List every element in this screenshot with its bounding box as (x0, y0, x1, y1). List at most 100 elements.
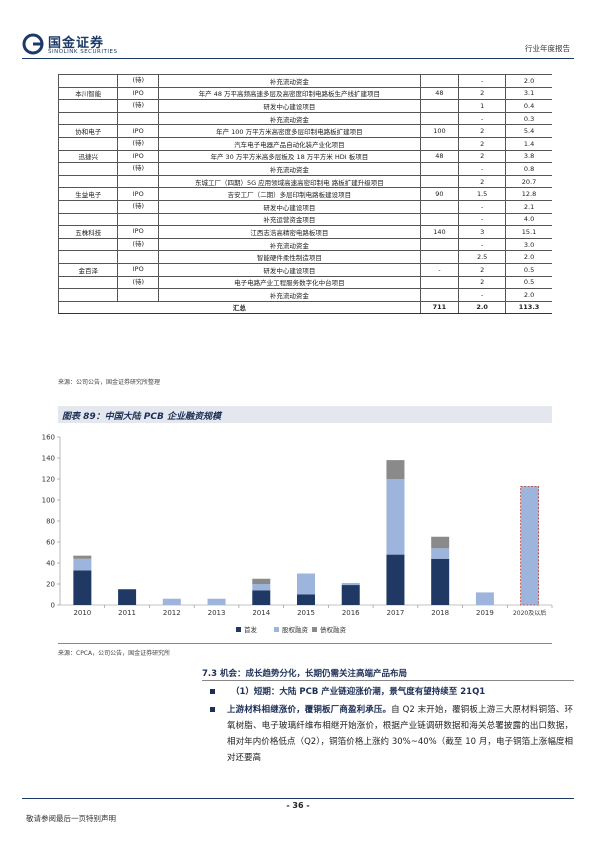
legend-swatch (274, 627, 279, 632)
cell-project: 研发中心建设项目 (158, 99, 421, 113)
cell-y2: 2.0 (505, 74, 552, 88)
bar-股权融资-2015 (297, 573, 315, 595)
total-label: 汇总 (58, 300, 421, 315)
x-tick-label: 2011 (118, 609, 136, 617)
cell-project: 智能硬件柔性制造项目 (158, 250, 421, 264)
cell-project: 补充流动资金 (158, 162, 421, 176)
cell-company: 迅捷兴 (57, 149, 119, 164)
cell-type: IPO (117, 149, 160, 164)
cell-total (419, 275, 460, 290)
cell-project: 年产 100 万平方米高密度多层印制电路板扩建项目 (158, 124, 421, 138)
cell-type: IPO (117, 86, 160, 101)
cell-y1: 2.5 (458, 250, 507, 264)
y-tick-label: 160 (42, 434, 55, 442)
cell-y2: 4.0 (505, 212, 552, 227)
cell-total: 48 (419, 86, 460, 101)
legend-label: 债权融资 (320, 625, 347, 634)
cell-total (419, 250, 460, 264)
table-row: (待) 补充流动资金 -2.0 (57, 74, 552, 88)
cell-total: 48 (419, 149, 460, 164)
cell-y1: - (458, 74, 507, 88)
cell-y2: 0.3 (505, 111, 552, 126)
bar-股权融资-2014 (252, 584, 271, 591)
cell-project: 电子电路产业工程服务数字化中台项目 (158, 275, 421, 290)
x-tick-label: 2019 (476, 609, 494, 617)
cell-project: 补充运营资金项目 (158, 212, 421, 227)
cell-y2: 2.0 (505, 288, 552, 302)
cell-company: 本川智能 (57, 86, 119, 101)
cell-project: 汽车电子电器产品自动化装产业化项目 (158, 136, 421, 151)
cell-y2: 0.4 (505, 99, 552, 113)
bar-首发-2016 (341, 585, 360, 605)
cell-company (57, 212, 119, 227)
sinolink-logo-icon (22, 33, 44, 55)
cell-total (419, 162, 460, 176)
x-tick-label: 2020及以后 (513, 609, 546, 617)
cell-type: (待) (117, 74, 160, 88)
cell-type: (待) (117, 162, 160, 176)
y-tick-label: 40 (46, 560, 55, 568)
bar-股权融资-2012 (162, 598, 181, 605)
bullet-square-icon (210, 689, 215, 694)
cell-y2: 5.4 (505, 124, 552, 138)
bar-首发-2014 (252, 590, 271, 605)
cell-y2: 0.8 (505, 162, 552, 176)
y-tick-label: 120 (42, 476, 55, 484)
header-divider (22, 58, 574, 59)
cell-total (419, 212, 460, 227)
cell-total (419, 199, 460, 214)
cell-y2: 0.5 (505, 262, 552, 277)
page-number: - 36 - (286, 801, 310, 810)
cell-y1: - (458, 111, 507, 126)
cell-type: IPO (117, 187, 160, 201)
table-row: (待) 电子电路产业工程服务数字化中台项目 2 0.5 (57, 275, 552, 290)
cell-y2: 3.1 (505, 86, 552, 101)
y-tick-label: 20 (46, 581, 55, 589)
cell-total: 140 (419, 225, 460, 239)
paragraph-lead: 上游材料相继涨价，覆铜板厂商盈利承压。 (227, 705, 392, 715)
cell-company (57, 74, 119, 88)
footer-divider (22, 798, 574, 799)
cell-company (57, 250, 119, 264)
bar-首发-2017 (386, 554, 405, 605)
table-row: (待) 补充流动资金 -0.8 (57, 162, 552, 176)
cell-y1: 1 (458, 99, 507, 113)
table-row: 金百泽 IPO 研发中心建设项目 -2 0.5 (57, 262, 552, 277)
table-row: 智能硬件柔性制造项目 2.5 2.0 (57, 250, 552, 264)
x-tick-label: 2014 (252, 609, 270, 617)
bar-股权融资-2018 (431, 548, 450, 559)
x-tick-label: 2015 (297, 609, 315, 617)
cell-type: IPO (117, 124, 160, 138)
table-row: (待) 汽车电子电器产品自动化装产业化项目 2 1.4 (57, 136, 552, 151)
figure-title-bar (58, 406, 552, 423)
figure-divider (58, 643, 552, 644)
cell-y1: 2 (458, 149, 507, 164)
cell-y1: 3 (458, 225, 507, 239)
table-row: 生益电子 IPO 吉安工厂（二期）多层印制电路板建设项目 90 1.5 12.8 (57, 187, 552, 201)
y-tick-label: 60 (46, 539, 55, 547)
cell-type: (待) (117, 99, 160, 113)
section-divider (202, 680, 574, 681)
legend-label: 首发 (244, 625, 258, 634)
cell-company: 五株科技 (57, 225, 119, 239)
cell-total (419, 111, 460, 126)
cell-y2: 2.0 (505, 250, 552, 264)
cell-y1: 2 (458, 275, 507, 290)
cell-total: 90 (419, 187, 460, 201)
cell-company (57, 174, 119, 189)
x-tick-label: 2016 (342, 609, 360, 617)
cell-type: (待) (117, 275, 160, 290)
cell-type: (待) (117, 136, 160, 151)
cell-y2: 15.1 (505, 225, 552, 239)
total-y2: 113.3 (505, 300, 552, 315)
body-paragraph: 上游材料相继涨价，覆铜板厂商盈利承压。自 Q2 末开始，覆铜板上游三大原材料铜箔… (227, 702, 573, 766)
x-tick-label: 2010 (73, 609, 91, 617)
table-row: 补充运营资金项目 -4.0 (57, 212, 552, 227)
x-tick-label: 2018 (431, 609, 449, 617)
bar-首发-2011 (118, 589, 137, 605)
total-y1: 2.0 (458, 300, 507, 315)
y-tick-label: 0 (51, 602, 55, 610)
cell-y1: - (458, 162, 507, 176)
cell-total (419, 74, 460, 88)
financing-table: (待) 补充流动资金 -2.0 本川智能 IPO 年产 48 万平高频高速多层及高密度印制… (57, 74, 552, 315)
